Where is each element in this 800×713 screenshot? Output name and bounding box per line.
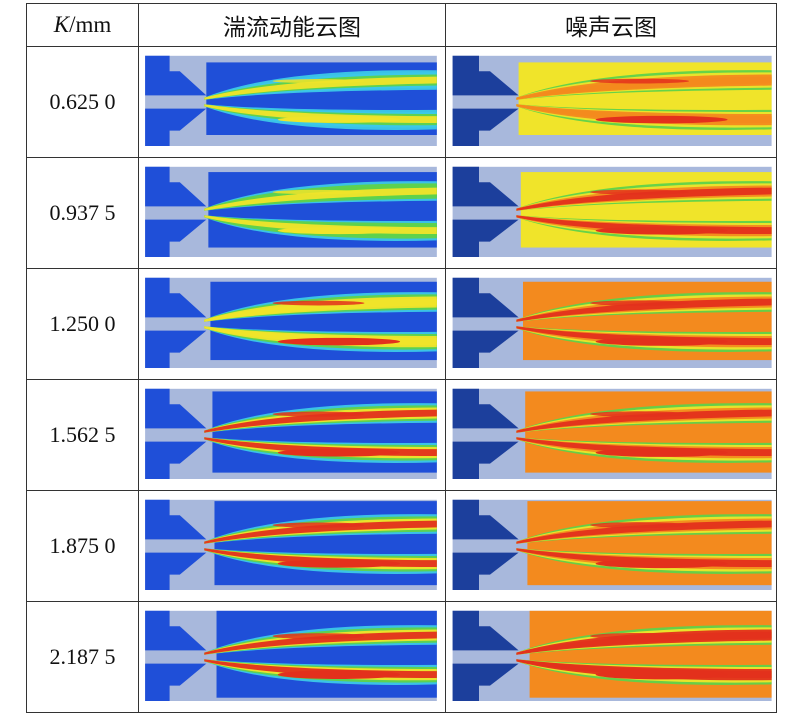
- k-value: 0.625 0: [26, 46, 139, 158]
- k-value: 1.875 0: [26, 490, 139, 602]
- tke-contour-figure: [139, 269, 445, 379]
- noise-contour-figure: [446, 269, 776, 379]
- noise-contour: [445, 490, 777, 602]
- tke-header: 湍流动能云图: [138, 3, 446, 47]
- table-row: 1.875 0: [26, 490, 777, 602]
- noise-header: 噪声云图: [445, 3, 777, 47]
- k-value: 1.562 5: [26, 379, 139, 491]
- tke-contour: [138, 490, 446, 602]
- noise-contour-figure: [446, 158, 776, 268]
- k-header: K/mm: [26, 3, 139, 47]
- tke-contour: [138, 157, 446, 269]
- tke-contour-figure: [139, 47, 445, 157]
- noise-contour-figure: [446, 380, 776, 490]
- tke-contour-figure: [139, 602, 445, 712]
- table-row: 1.562 5: [26, 379, 777, 491]
- noise-contour: [445, 157, 777, 269]
- contour-table: K/mm 湍流动能云图 噪声云图 0.625 0 0.937 5 1.250 0…: [26, 3, 777, 713]
- tke-contour-figure: [139, 158, 445, 268]
- table-row: 0.625 0: [26, 46, 777, 158]
- k-unit: /mm: [69, 12, 112, 37]
- noise-contour-figure: [446, 47, 776, 157]
- noise-contour: [445, 268, 777, 380]
- noise-contour: [445, 601, 777, 713]
- noise-contour-figure: [446, 491, 776, 601]
- noise-contour: [445, 46, 777, 158]
- noise-contour: [445, 379, 777, 491]
- header-row: K/mm 湍流动能云图 噪声云图: [26, 3, 777, 47]
- tke-contour: [138, 268, 446, 380]
- tke-contour-figure: [139, 491, 445, 601]
- table-row: 1.250 0: [26, 268, 777, 380]
- table-row: 2.187 5: [26, 601, 777, 713]
- tke-contour-figure: [139, 380, 445, 490]
- k-value: 1.250 0: [26, 268, 139, 380]
- tke-contour: [138, 601, 446, 713]
- k-symbol: K: [53, 12, 70, 37]
- noise-contour-figure: [446, 602, 776, 712]
- tke-contour: [138, 46, 446, 158]
- k-value: 0.937 5: [26, 157, 139, 269]
- table-row: 0.937 5: [26, 157, 777, 269]
- tke-contour: [138, 379, 446, 491]
- k-value: 2.187 5: [26, 601, 139, 713]
